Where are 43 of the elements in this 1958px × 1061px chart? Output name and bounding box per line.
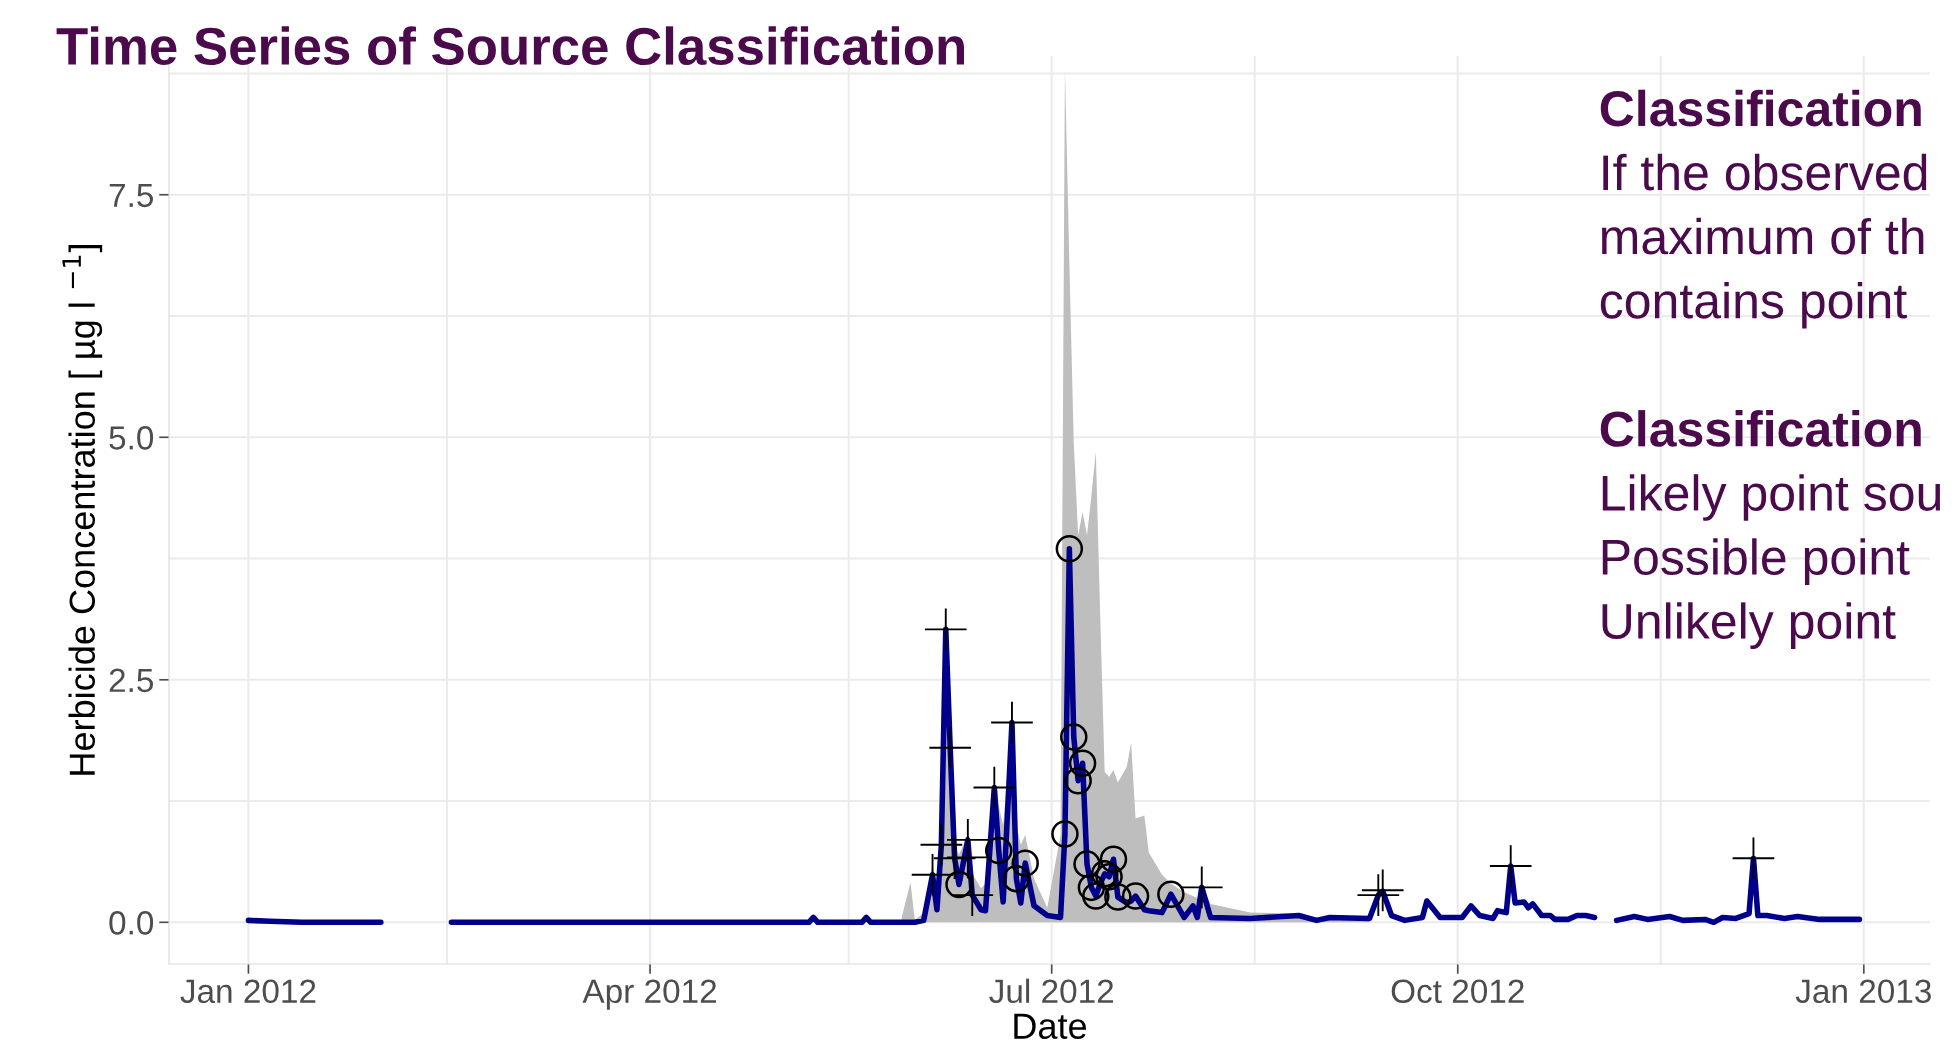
point <box>1055 535 1084 563</box>
x-tick-label: Jul 2012 <box>989 978 1114 1004</box>
point <box>1095 862 1123 891</box>
x-tick-label: Jan 2012 <box>180 979 316 1004</box>
y-tick-label: 7.5 <box>109 183 153 208</box>
point <box>947 836 989 879</box>
annotation: Unlikely point <box>1602 602 1896 649</box>
x-tick-label: Jan 2013 <box>1795 979 1931 1004</box>
point <box>920 823 963 866</box>
annotation: Likely point sou <box>1602 474 1941 521</box>
point <box>1489 845 1532 887</box>
point <box>1180 866 1223 909</box>
annotation: contains point <box>1600 281 1907 329</box>
point <box>984 836 1013 865</box>
y-tick-label: 0.0 <box>109 911 154 935</box>
chart-title: Time Series of Source Classification <box>56 26 964 66</box>
point <box>1104 883 1132 911</box>
x-tick-label: Apr 2012 <box>582 979 717 1010</box>
point <box>1060 723 1088 751</box>
point <box>1082 882 1110 910</box>
point <box>924 608 967 651</box>
annotation: maximum of th <box>1602 217 1924 255</box>
point <box>1099 845 1128 874</box>
point <box>929 726 972 769</box>
point <box>1121 882 1150 910</box>
x-axis-title: Date <box>1014 1013 1087 1039</box>
x-tick-label: Oct 2012 <box>1391 979 1524 1004</box>
point <box>1051 820 1079 848</box>
point <box>1064 766 1092 795</box>
point <box>1068 749 1097 777</box>
point <box>1011 849 1039 877</box>
y-tick-label: 2.5 <box>109 668 153 693</box>
annotation: Classification <box>1600 410 1921 447</box>
annotation: Possible point <box>1602 538 1910 585</box>
y-axis-title: Herbicide Concentration [ µg l $^{−1}$] <box>62 245 103 775</box>
point <box>1090 860 1119 888</box>
point <box>1077 873 1106 902</box>
point <box>1157 880 1185 908</box>
annotation: Classification <box>1600 89 1921 127</box>
annotation: If the observed <box>1603 153 1927 191</box>
point <box>1073 850 1101 878</box>
point <box>1002 864 1031 893</box>
y-tick-label: 5.0 <box>109 426 154 450</box>
